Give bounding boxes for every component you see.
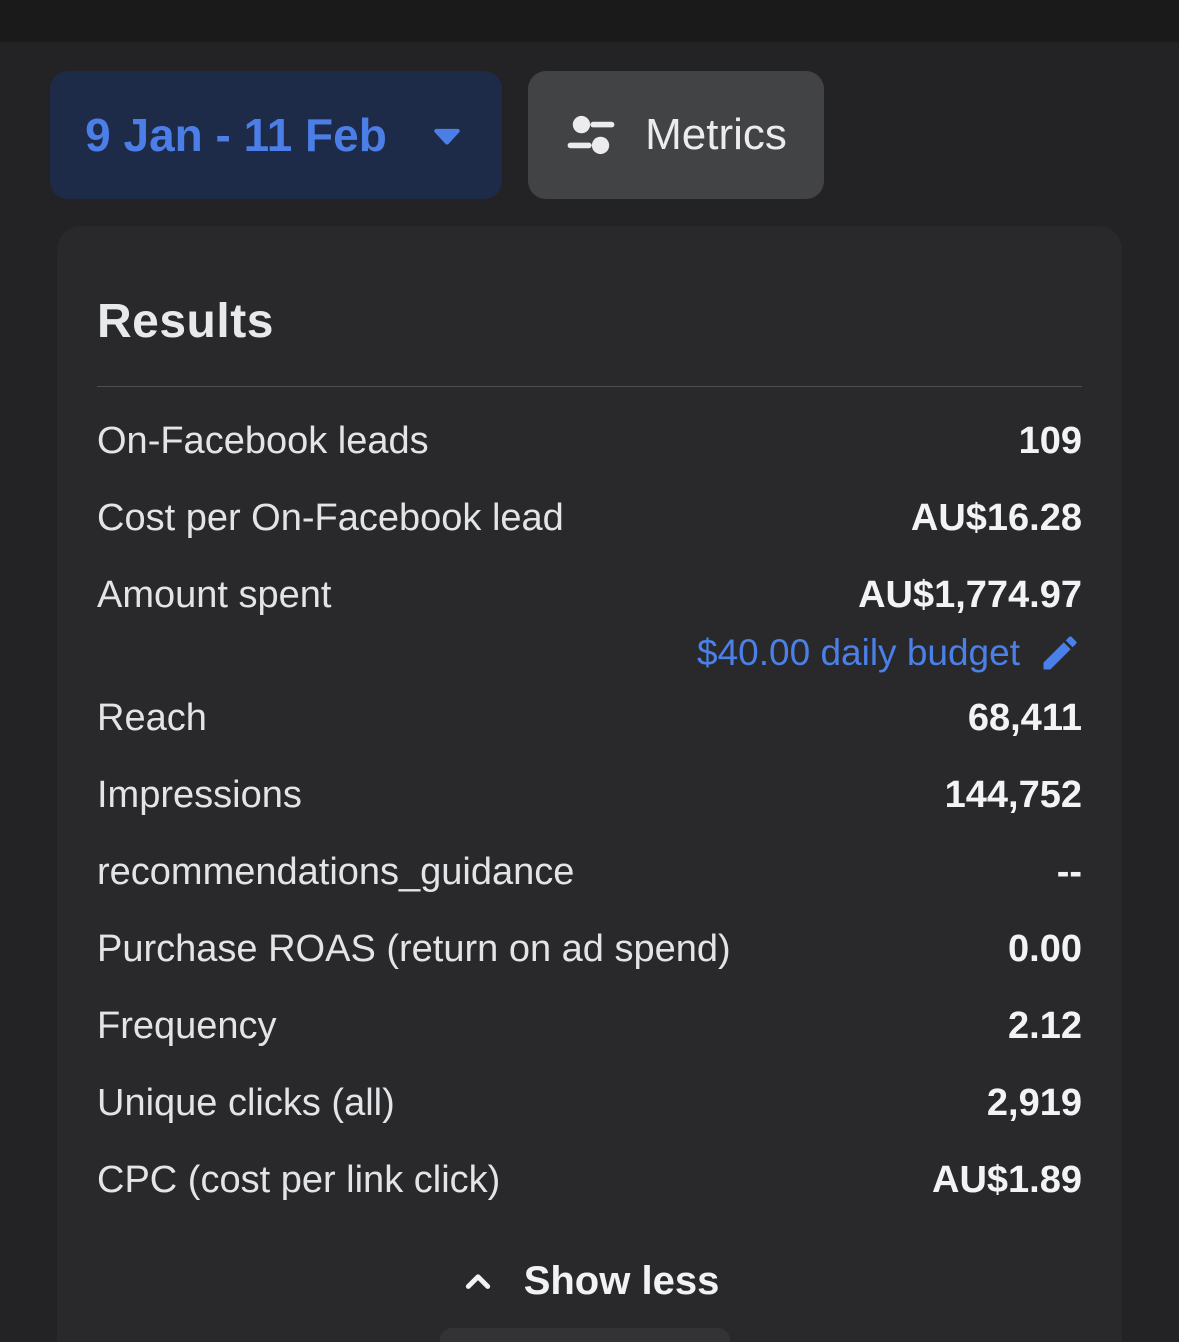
metric-label: CPC (cost per link click) [97,1159,501,1201]
metric-label: Cost per On-Facebook lead [97,497,564,539]
metrics-button[interactable]: Metrics [528,71,824,199]
metric-row-amount-spent: Amount spent AU$1,774.97 [97,557,1082,634]
metric-label: On-Facebook leads [97,420,429,462]
metric-value: AU$16.28 [910,497,1082,539]
metric-value: 0.00 [1008,928,1082,970]
metric-label: Unique clicks (all) [97,1082,395,1124]
metric-row-cost-per-lead: Cost per On-Facebook lead AU$16.28 [97,480,1082,557]
metric-row-recommendations-guidance: recommendations_guidance -- [97,834,1082,911]
show-less-label: Show less [523,1259,720,1303]
daily-budget-link[interactable]: $40.00 daily budget [97,626,1082,680]
metric-value: -- [1056,851,1082,893]
chevron-down-icon [427,115,467,155]
metric-row-purchase-roas: Purchase ROAS (return on ad spend) 0.00 [97,911,1082,988]
sliders-icon [565,109,617,161]
metric-label: Purchase ROAS (return on ad spend) [97,928,731,970]
metric-row-frequency: Frequency 2.12 [97,988,1082,1065]
bottom-cutoff-element [440,1328,730,1342]
metric-row-unique-clicks: Unique clicks (all) 2,919 [97,1065,1082,1142]
metrics-button-label: Metrics [645,110,787,159]
results-card-title: Results [97,295,274,348]
metric-label: Impressions [97,774,302,816]
metric-value: AU$1,774.97 [858,574,1082,616]
metric-value: 109 [1018,420,1082,462]
status-bar-strip [0,0,1179,42]
metric-value: 2,919 [986,1082,1082,1124]
metric-label: recommendations_guidance [97,851,575,893]
date-range-label: 9 Jan - 11 Feb [85,109,387,161]
metric-label: Amount spent [97,574,332,616]
divider [97,386,1082,387]
metric-row-on-facebook-leads: On-Facebook leads 109 [97,403,1082,480]
daily-budget-label: $40.00 daily budget [697,632,1020,673]
metrics-list: On-Facebook leads 109 Cost per On-Facebo… [97,403,1082,1219]
metric-row-impressions: Impressions 144,752 [97,757,1082,834]
filters-toolbar: 9 Jan - 11 Feb Metrics [50,71,824,199]
metric-row-cpc: CPC (cost per link click) AU$1.89 [97,1142,1082,1219]
chevron-up-icon [460,1264,496,1300]
date-range-button[interactable]: 9 Jan - 11 Feb [50,71,502,199]
metric-row-reach: Reach 68,411 [97,680,1082,757]
metric-value: 68,411 [967,697,1082,739]
metric-value: AU$1.89 [932,1159,1082,1201]
metric-value: 144,752 [944,774,1082,816]
results-card: Results On-Facebook leads 109 Cost per O… [57,226,1122,1342]
metric-value: 2.12 [1008,1005,1082,1047]
show-less-button[interactable]: Show less [97,1259,1082,1304]
pencil-icon [1038,631,1082,675]
metric-label: Frequency [97,1005,277,1047]
metric-label: Reach [97,697,207,739]
